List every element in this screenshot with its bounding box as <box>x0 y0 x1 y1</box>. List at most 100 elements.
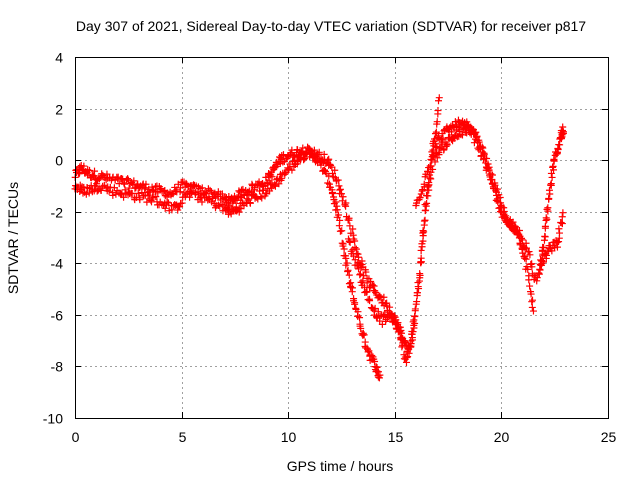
data-point <box>545 195 553 203</box>
x-tick-label: 5 <box>179 429 187 445</box>
y-tick-label: -6 <box>51 308 64 324</box>
data-point <box>547 169 555 177</box>
data-point <box>529 296 537 304</box>
data-point <box>554 144 562 152</box>
series-track-d <box>412 116 567 285</box>
data-point <box>543 251 551 259</box>
data-point <box>351 300 359 308</box>
y-tick-label: -4 <box>51 256 64 272</box>
data-point <box>418 240 426 248</box>
data-point <box>384 308 392 316</box>
data-point <box>365 295 373 303</box>
data-point <box>342 202 350 210</box>
data-point <box>317 154 325 162</box>
data-point <box>425 164 433 172</box>
data-point <box>437 136 445 144</box>
data-point <box>391 313 399 321</box>
data-point <box>421 216 429 224</box>
data-point <box>194 183 202 191</box>
data-point <box>526 251 534 259</box>
data-point <box>161 204 169 212</box>
data-point <box>428 156 436 164</box>
data-point <box>553 238 561 246</box>
data-point <box>356 314 364 322</box>
data-point <box>500 204 508 212</box>
data-point <box>432 143 440 150</box>
data-point <box>548 173 556 181</box>
data-point <box>434 107 442 115</box>
data-point <box>357 324 365 332</box>
data-point <box>236 193 244 201</box>
data-point <box>345 271 353 279</box>
data-point <box>426 174 434 182</box>
data-point <box>376 292 384 300</box>
data-point <box>118 175 126 183</box>
data-point <box>374 308 382 316</box>
data-point <box>152 193 160 201</box>
data-point <box>407 343 415 351</box>
data-point <box>299 144 307 152</box>
data-point <box>405 349 413 357</box>
data-point <box>451 118 459 126</box>
data-point <box>429 165 437 173</box>
data-point <box>431 158 439 166</box>
data-point <box>537 256 545 264</box>
data-point <box>335 222 343 230</box>
data-point <box>86 166 94 174</box>
data-point <box>420 217 428 225</box>
y-axis-label: SDTVAR / TECUs <box>5 182 21 294</box>
series-track-e <box>536 123 567 274</box>
data-point <box>136 196 144 204</box>
data-point <box>528 260 536 268</box>
data-point <box>335 211 343 219</box>
data-point <box>524 265 532 273</box>
data-point <box>432 128 440 136</box>
data-point <box>443 141 451 149</box>
data-point <box>390 312 398 320</box>
data-point <box>417 246 425 254</box>
data-point <box>536 265 544 273</box>
data-point <box>433 143 441 151</box>
data-point <box>550 157 558 165</box>
data-point <box>491 181 499 189</box>
data-point <box>545 186 553 194</box>
data-point <box>233 196 241 204</box>
data-point <box>556 229 563 237</box>
data-point <box>404 353 412 361</box>
data-point <box>142 180 150 188</box>
data-point <box>409 336 417 344</box>
data-point <box>176 184 184 192</box>
data-point <box>511 223 519 231</box>
data-point <box>529 307 537 315</box>
data-point <box>315 148 323 156</box>
data-point <box>372 313 380 321</box>
data-point <box>354 262 362 270</box>
series-track-a <box>71 143 384 382</box>
x-axis-label: GPS time / hours <box>287 458 394 474</box>
data-point <box>527 290 535 298</box>
data-point <box>522 255 530 263</box>
data-point <box>539 250 547 258</box>
data-point <box>541 222 549 230</box>
data-point <box>349 252 357 260</box>
series-track-c <box>344 122 537 366</box>
x-tick-label: 25 <box>601 429 617 445</box>
data-point <box>370 282 378 290</box>
data-point <box>415 285 423 293</box>
data-point <box>342 254 350 262</box>
data-point <box>343 259 351 267</box>
data-point <box>559 209 567 217</box>
data-point <box>411 319 419 327</box>
data-point <box>144 191 152 199</box>
data-point <box>206 186 214 194</box>
data-point <box>470 129 478 137</box>
data-point <box>522 244 530 252</box>
data-point <box>435 132 443 140</box>
data-markers <box>71 94 567 382</box>
data-point <box>397 335 405 343</box>
chart-title: Day 307 of 2021, Sidereal Day-to-day VTE… <box>76 18 586 34</box>
data-point <box>336 185 344 193</box>
data-point <box>182 191 190 199</box>
data-point <box>544 204 552 212</box>
